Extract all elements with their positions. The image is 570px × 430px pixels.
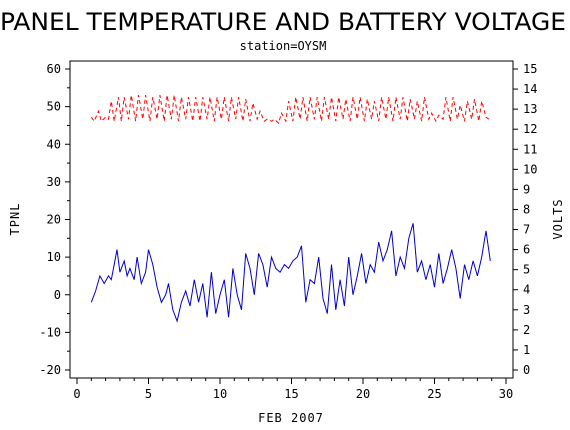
y-right-tick-label: 4 [523, 283, 530, 297]
y-right-tick-label: 6 [523, 243, 530, 257]
y-left-tick-label: 20 [47, 213, 61, 227]
y-right-tick-label: 13 [523, 102, 537, 116]
y-right-tick-label: 2 [523, 323, 530, 337]
y-right-tick-label: 5 [523, 263, 530, 277]
y-left-tick-label: 50 [47, 100, 61, 114]
chart-subtitle: station=OYSM [240, 39, 327, 53]
y-right-tick-label: 1 [523, 343, 530, 357]
x-tick-label: 5 [145, 387, 152, 401]
y-left-tick-label: 30 [47, 175, 61, 189]
y-left-tick-label: 40 [47, 137, 61, 151]
y-left-tick-label: 60 [47, 62, 61, 76]
x-tick-label: 15 [284, 387, 298, 401]
y-right-tick-label: 9 [523, 182, 530, 196]
y-right-tick-label: 15 [523, 62, 537, 76]
y-right-tick-label: 0 [523, 363, 530, 377]
y-left-tick-label: 10 [47, 250, 61, 264]
x-tick-label: 0 [73, 387, 80, 401]
y-left-tick-label: 0 [54, 288, 61, 302]
chart-title: PANEL TEMPERATURE AND BATTERY VOLTAGE [0, 8, 566, 36]
x-tick-label: 20 [356, 387, 370, 401]
y-axis-left: -20 -10 0 10 20 30 40 50 60 [39, 62, 70, 377]
x-tick-label: 10 [213, 387, 227, 401]
y-left-tick-label: -20 [39, 363, 61, 377]
x-tick-label: 30 [499, 387, 513, 401]
y-axis-left-label: TPNL [8, 203, 22, 236]
temperature-series-line [90, 223, 491, 323]
series-group [90, 95, 491, 323]
y-right-tick-label: 10 [523, 162, 537, 176]
y-right-tick-label: 14 [523, 82, 537, 96]
y-right-tick-label: 7 [523, 223, 530, 237]
y-left-tick-label: -10 [39, 325, 61, 339]
x-tick-label: 25 [427, 387, 441, 401]
y-right-tick-label: 3 [523, 303, 530, 317]
x-axis-label: FEB 2007 [258, 411, 324, 425]
plot-frame [69, 60, 514, 379]
y-right-tick-label: 12 [523, 122, 537, 136]
y-right-tick-label: 8 [523, 202, 530, 216]
y-right-tick-label: 11 [523, 142, 537, 156]
voltage-series-line [90, 95, 490, 125]
y-axis-right-label: VOLTS [551, 198, 565, 239]
x-axis: 0 5 10 15 20 25 30 [73, 378, 513, 401]
